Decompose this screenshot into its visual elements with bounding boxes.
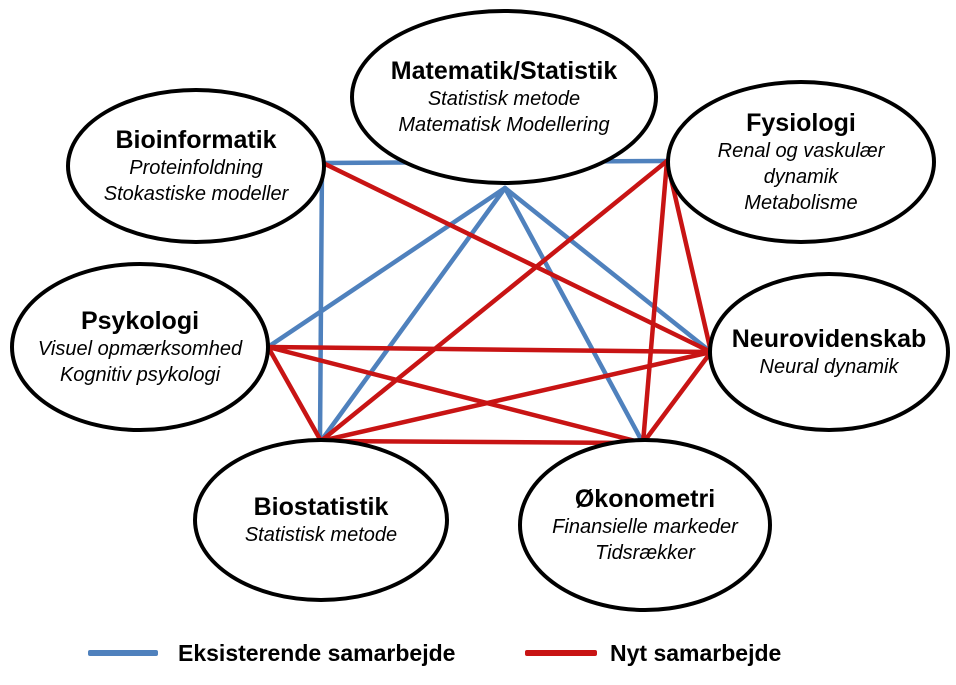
node-title-biostatistik: Biostatistik bbox=[253, 493, 389, 521]
node-title-bioinformatik: Bioinformatik bbox=[115, 126, 277, 154]
node-subtitle-biostatistik: Statistisk metode bbox=[244, 524, 398, 546]
node-title-fysiologi: Fysiologi bbox=[746, 109, 856, 137]
edge-fysiologi-okonometri bbox=[640, 158, 670, 446]
node-subtitle-bioinformatik: Proteinfoldning bbox=[129, 157, 263, 179]
node-title-okonometri: Økonometri bbox=[574, 485, 716, 513]
node-subtitle-bioinformatik: Stokastiske modeller bbox=[103, 183, 289, 205]
edge-matematik-statistik-psykologi bbox=[265, 185, 508, 350]
node-psykologi: Psykologi Visuel opmærksomhed Kognitiv psy… bbox=[10, 262, 270, 432]
node-subtitle-fysiologi: Metabolisme bbox=[744, 192, 858, 214]
node-subtitle-neurovidenskab: Neural dynamik bbox=[759, 356, 899, 378]
edge-matematik-statistik-okonometri bbox=[502, 185, 646, 446]
node-subtitle-fysiologi: dynamik bbox=[763, 166, 839, 188]
edge-okonometri-neurovidenskab bbox=[640, 349, 714, 446]
edge-fysiologi-neurovidenskab bbox=[664, 158, 714, 355]
node-subtitle-psykologi: Visuel opmærksomhed bbox=[37, 338, 243, 360]
edge-biostatistik-neurovidenskab bbox=[318, 349, 714, 444]
edge-matematik-statistik-biostatistik bbox=[318, 185, 508, 444]
edge-fysiologi-biostatistik bbox=[318, 158, 670, 444]
edge-biostatistik-okonometri bbox=[318, 438, 646, 446]
node-title-psykologi: Psykologi bbox=[80, 307, 200, 335]
node-subtitle-matematik-statistik: Statistisk metode bbox=[427, 88, 581, 110]
edge-bioinformatik-biostatistik bbox=[317, 160, 325, 444]
node-subtitle-matematik-statistik: Matematisk Modellering bbox=[398, 114, 610, 136]
edge-bioinformatik-neurovidenskab bbox=[320, 160, 714, 355]
node-subtitle-psykologi: Kognitiv psykologi bbox=[59, 364, 221, 386]
edge-psykologi-neurovidenskab bbox=[265, 344, 714, 355]
node-neurovidenskab: Neurovidenskab Neural dynamik bbox=[708, 272, 950, 432]
node-okonometri: Økonometri Finansielle markeder Tidsrækker bbox=[518, 438, 772, 612]
node-subtitle-okonometri: Finansielle markeder bbox=[552, 516, 738, 538]
node-fysiologi: Fysiologi Renal og vaskulær dynamik Metabol… bbox=[666, 80, 936, 244]
node-title-neurovidenskab: Neurovidenskab bbox=[731, 325, 927, 353]
node-title-matematik-statistik: Matematik/Statistik bbox=[390, 57, 618, 85]
edge-matematik-statistik-neurovidenskab bbox=[502, 185, 714, 355]
node-subtitle-okonometri: Tidsrækker bbox=[595, 542, 695, 564]
node-matematik-statistik: Matematik/Statistik Statistisk metode Mate… bbox=[350, 9, 658, 185]
node-biostatistik: Biostatistik Statistisk metode bbox=[193, 438, 449, 602]
edge-psykologi-biostatistik bbox=[265, 344, 324, 444]
node-bioinformatik: Bioinformatik Proteinfoldning Stokastiske … bbox=[66, 88, 326, 244]
node-subtitle-fysiologi: Renal og vaskulær bbox=[717, 140, 885, 162]
edge-psykologi-okonometri bbox=[265, 344, 646, 446]
